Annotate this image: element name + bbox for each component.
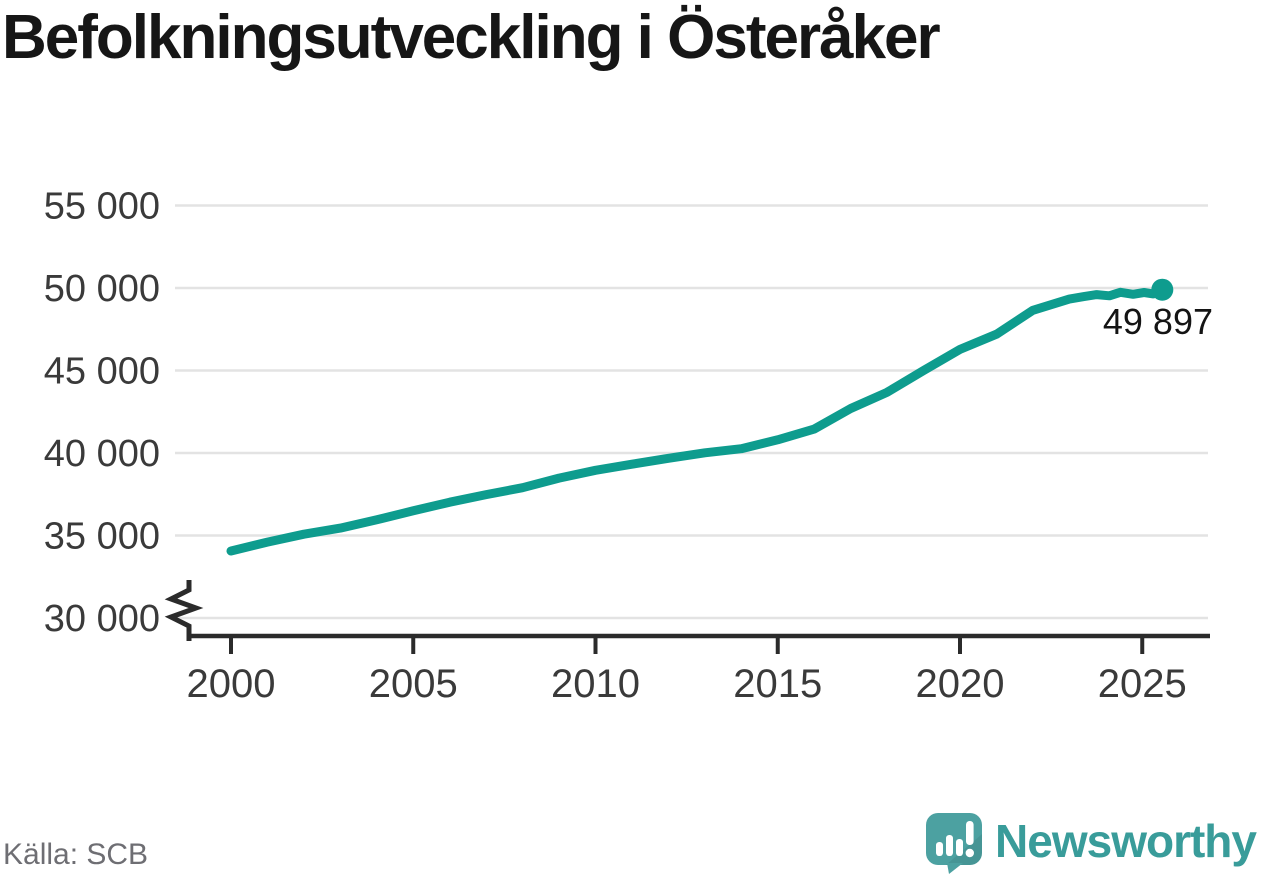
y-axis-tick-label: 50 000 — [44, 268, 160, 310]
y-axis-tick-label: 45 000 — [44, 351, 160, 393]
y-axis-tick-label: 30 000 — [44, 598, 160, 640]
logo-bar-icon — [956, 839, 964, 856]
y-axis-tick-label: 35 000 — [44, 516, 160, 558]
last-point-marker — [1151, 278, 1174, 301]
x-axis-tick-label: 2025 — [1098, 662, 1187, 706]
x-axis-tick-label: 2000 — [187, 662, 276, 706]
population-line — [226, 285, 1167, 556]
y-axis-tick-label: 55 000 — [44, 186, 160, 228]
newsworthy-wordmark: Newsworthy — [995, 814, 1257, 867]
logo-bar-icon — [936, 842, 944, 856]
logo-exclamation-icon — [966, 821, 974, 845]
logo-bar-icon — [946, 835, 954, 856]
y-axis-tick-label: 40 000 — [44, 433, 160, 475]
x-axis-tick-label: 2020 — [916, 662, 1005, 706]
newsworthy-speech-bubble-chart-icon — [926, 813, 983, 874]
x-axis-tick-label: 2010 — [551, 662, 640, 706]
x-axis-tick-label: 2015 — [733, 662, 822, 706]
logo-bubble-tail — [947, 863, 964, 874]
x-axis-tick-label: 2005 — [369, 662, 458, 706]
logo-exclamation-dot — [965, 848, 975, 858]
last-value-label: 49 897 — [1103, 301, 1213, 342]
source-note: Källa: SCB — [3, 838, 149, 871]
newsworthy-logo: Newsworthy — [925, 812, 1257, 875]
chart-title: Befolkningsutveckling i Österåker — [2, 3, 941, 72]
y-axis-break-icon — [164, 580, 204, 641]
